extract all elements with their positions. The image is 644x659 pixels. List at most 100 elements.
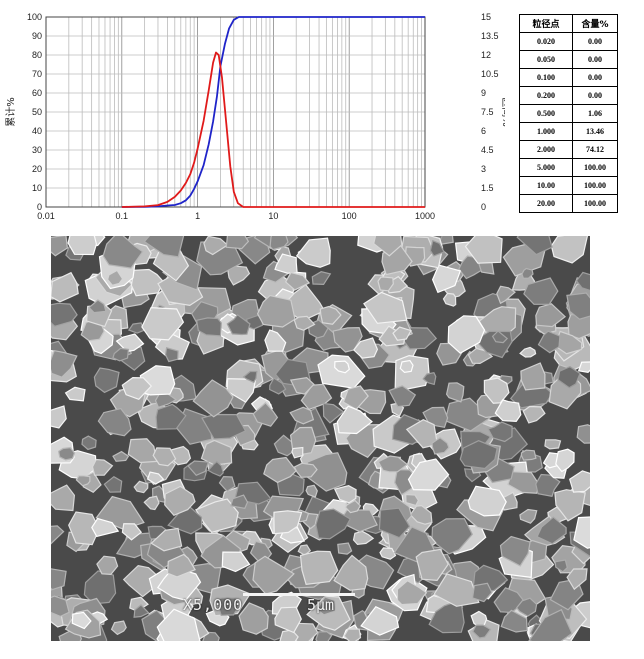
sem-particle	[388, 385, 417, 408]
sem-particle	[141, 306, 185, 341]
sem-particle	[379, 547, 397, 560]
sem-particle	[226, 313, 251, 336]
sem-particle	[483, 377, 510, 404]
header-content: 含量%	[572, 14, 618, 33]
sem-particle	[252, 402, 279, 427]
y-right-tick-label: 6	[481, 126, 486, 136]
sem-particle	[121, 376, 153, 400]
sem-scale-label: 5μm	[307, 596, 335, 614]
sem-particle	[377, 276, 394, 292]
sem-particle	[51, 568, 67, 591]
sem-particle	[274, 606, 302, 634]
sem-particle	[378, 507, 411, 539]
cell-content: 100.00	[572, 176, 618, 195]
sem-particle	[215, 597, 240, 617]
y-left-tick-label: 70	[32, 69, 42, 79]
x-tick-label: 10	[268, 211, 278, 221]
sem-particle	[352, 337, 379, 359]
sem-particle	[494, 399, 522, 423]
y-left-tick-label: 80	[32, 50, 42, 60]
sem-particle	[192, 379, 234, 418]
sem-particle	[264, 329, 287, 352]
cell-content: 74.12	[572, 140, 618, 159]
y-left-tick-label: 20	[32, 164, 42, 174]
sem-particle	[333, 554, 369, 591]
sem-particle	[156, 566, 202, 601]
sem-particle	[519, 508, 538, 524]
sem-particle	[273, 510, 303, 535]
sem-particle	[156, 608, 201, 641]
cell-particle-size: 10.00	[519, 176, 573, 195]
sem-particle	[143, 236, 185, 258]
sem-particle	[528, 608, 573, 641]
particle-size-table: 粒径点 含量% 0.020 0.00 0.050 0.00 0.100 0.00 0.200…	[519, 14, 618, 213]
sem-particle	[519, 346, 537, 358]
sem-particle	[431, 518, 474, 555]
sem-particle	[399, 359, 414, 374]
sem-particle	[568, 470, 590, 493]
sem-particle	[520, 449, 537, 461]
sem-particle	[567, 312, 590, 340]
cell-particle-size: 0.050	[519, 50, 573, 69]
sem-particle	[363, 291, 408, 324]
sem-particle	[566, 292, 590, 320]
sem-particle	[51, 525, 65, 545]
sem-particle	[575, 271, 590, 292]
table-row: 0.020 0.00	[519, 32, 618, 51]
cell-content: 0.00	[572, 50, 618, 69]
sem-particle	[447, 315, 486, 354]
sem-particle	[471, 582, 493, 603]
sem-particle	[227, 265, 251, 286]
sem-particle	[306, 452, 348, 492]
sem-particle	[207, 460, 224, 477]
cell-content: 1.06	[572, 104, 618, 123]
sem-particle	[97, 407, 132, 437]
sem-particle	[333, 485, 357, 504]
sem-particle	[337, 542, 353, 555]
sem-particle	[67, 236, 98, 256]
sem-particle	[536, 516, 567, 545]
sem-particle	[166, 553, 196, 578]
sem-particle	[535, 473, 561, 497]
sem-particle	[352, 530, 375, 546]
cell-particle-size: 5.000	[519, 158, 573, 177]
sem-particle	[459, 440, 498, 470]
y-right-tick-label: 4.5	[481, 145, 494, 155]
y-right-tick-label: 15	[481, 12, 491, 22]
sem-particle	[305, 484, 318, 498]
sem-micrograph: X5,000 5μm	[51, 236, 590, 641]
cumulative-distribution-line	[121, 16, 425, 208]
y-left-tick-label: 60	[32, 88, 42, 98]
sem-particle	[225, 236, 250, 250]
sem-particle	[289, 376, 315, 395]
sem-particle	[550, 236, 589, 264]
sem-particle	[93, 367, 120, 394]
table-row: 10.00 100.00	[519, 176, 618, 195]
sem-particle	[431, 436, 450, 455]
sem-particle	[106, 269, 124, 286]
y-right-tick-label: 0	[481, 202, 486, 212]
y-right-tick-label: 3	[481, 164, 486, 174]
sem-particle	[242, 370, 258, 384]
sem-particle	[409, 504, 433, 525]
sem-particle	[422, 372, 437, 386]
table-row: 20.00 100.00	[519, 194, 618, 213]
sem-particle	[487, 421, 513, 443]
sem-particle	[566, 568, 588, 591]
cell-content: 0.00	[572, 86, 618, 105]
sem-magnification: X5,000	[183, 596, 244, 614]
cell-particle-size: 2.000	[519, 140, 573, 159]
sem-particle	[68, 511, 100, 546]
sem-particle	[491, 330, 509, 344]
sem-particle	[127, 438, 158, 464]
cell-content: 100.00	[572, 158, 618, 177]
sem-particle	[127, 322, 145, 334]
cell-particle-size: 1.000	[519, 122, 573, 141]
sem-particle	[343, 628, 362, 641]
sem-particle	[464, 236, 503, 264]
sem-particle	[373, 236, 403, 257]
x-tick-label: 100	[342, 211, 357, 221]
sem-particle	[311, 271, 332, 286]
sem-particle	[467, 485, 507, 517]
particle-size-chart: 0 10 20 30 40 50 60 70 80 90 100 0 1.5 3 4.5 6 7.5 9 10.5 1…	[0, 0, 505, 228]
